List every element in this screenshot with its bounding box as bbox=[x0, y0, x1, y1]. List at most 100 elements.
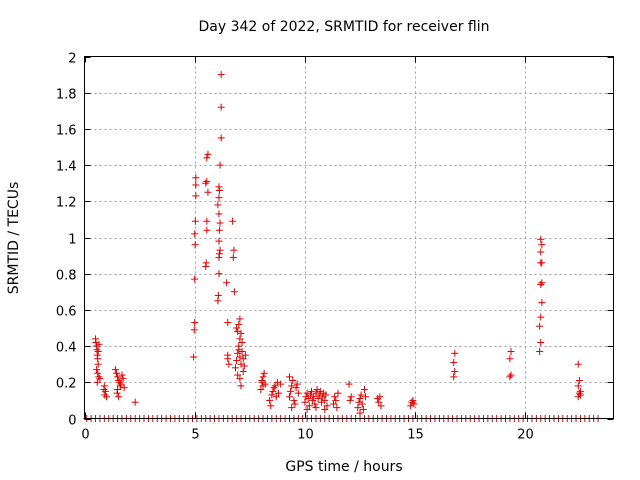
data-point bbox=[229, 217, 237, 225]
data-point bbox=[269, 387, 277, 395]
data-point bbox=[285, 373, 293, 381]
data-point bbox=[290, 396, 298, 404]
data-point bbox=[273, 378, 281, 386]
data-point bbox=[537, 338, 545, 346]
data-point bbox=[267, 402, 275, 410]
y-tick-label: 1.8 bbox=[56, 88, 77, 103]
data-point bbox=[314, 395, 322, 403]
data-point bbox=[345, 380, 353, 388]
data-point bbox=[330, 400, 338, 408]
data-point bbox=[537, 248, 545, 256]
data-point bbox=[238, 348, 246, 356]
data-point bbox=[257, 386, 265, 394]
data-point bbox=[237, 329, 245, 337]
data-point bbox=[323, 402, 331, 410]
data-point bbox=[355, 398, 363, 406]
data-point bbox=[333, 404, 341, 412]
data-point bbox=[203, 154, 211, 162]
data-point bbox=[192, 181, 200, 189]
data-point bbox=[94, 348, 102, 356]
data-point bbox=[115, 376, 123, 384]
data-point bbox=[216, 219, 224, 227]
data-point bbox=[215, 237, 223, 245]
data-point bbox=[266, 396, 274, 404]
data-point bbox=[204, 188, 212, 196]
data-point bbox=[114, 373, 122, 381]
data-point bbox=[101, 391, 109, 399]
data-point bbox=[236, 315, 244, 323]
data-point bbox=[96, 375, 104, 383]
data-point bbox=[356, 395, 364, 403]
data-point bbox=[359, 405, 367, 413]
data-point bbox=[313, 386, 321, 394]
data-point bbox=[94, 369, 102, 377]
data-point bbox=[536, 322, 544, 330]
data-point bbox=[217, 103, 225, 111]
x-axis-label: GPS time / hours bbox=[285, 459, 402, 475]
data-point bbox=[356, 409, 364, 417]
data-point bbox=[215, 194, 223, 202]
data-point bbox=[409, 396, 417, 404]
data-point bbox=[291, 400, 299, 408]
data-point bbox=[214, 291, 222, 299]
y-tick-label: 0.2 bbox=[56, 377, 77, 392]
data-point bbox=[230, 246, 238, 254]
data-point bbox=[241, 351, 249, 359]
x-tick-label: 5 bbox=[191, 428, 199, 443]
data-point bbox=[304, 395, 312, 403]
data-point bbox=[215, 183, 223, 191]
data-point bbox=[223, 279, 231, 287]
data-point bbox=[288, 382, 296, 390]
y-tick-label: 0 bbox=[68, 414, 76, 429]
data-point bbox=[190, 353, 198, 361]
y-tick-label: 1 bbox=[68, 233, 76, 248]
data-point bbox=[289, 376, 297, 384]
data-point bbox=[216, 246, 224, 254]
data-point bbox=[450, 358, 458, 366]
x-tick-label: 0 bbox=[81, 428, 89, 443]
data-point bbox=[270, 384, 278, 392]
grid bbox=[84, 56, 614, 419]
data-point bbox=[190, 326, 198, 334]
data-point bbox=[292, 384, 300, 392]
data-point bbox=[214, 201, 222, 209]
data-point bbox=[100, 386, 108, 394]
data-point bbox=[357, 391, 365, 399]
data-point bbox=[203, 177, 211, 185]
data-point bbox=[236, 335, 244, 343]
data-point bbox=[230, 288, 238, 296]
data-point bbox=[191, 319, 199, 327]
data-point bbox=[538, 241, 546, 249]
data-point bbox=[237, 382, 245, 390]
data-point bbox=[131, 398, 139, 406]
data-point bbox=[331, 393, 339, 401]
data-point bbox=[217, 134, 225, 142]
y-axis-label: SRMTID / TECUs bbox=[6, 182, 22, 295]
data-point bbox=[575, 376, 583, 384]
data-point bbox=[233, 357, 241, 365]
data-point bbox=[191, 230, 199, 238]
data-point bbox=[119, 375, 127, 383]
data-point bbox=[293, 380, 301, 388]
data-point bbox=[272, 393, 280, 401]
data-point bbox=[224, 351, 232, 359]
data-point bbox=[235, 346, 243, 354]
data-point bbox=[312, 404, 320, 412]
data-point bbox=[95, 373, 103, 381]
data-point bbox=[191, 275, 199, 283]
data-point bbox=[311, 400, 319, 408]
data-point bbox=[202, 259, 210, 267]
data-point bbox=[192, 192, 200, 200]
data-points bbox=[83, 71, 602, 422]
x-tick-label: 20 bbox=[517, 428, 534, 443]
data-point bbox=[536, 348, 544, 356]
data-point bbox=[538, 299, 546, 307]
data-point bbox=[285, 393, 293, 401]
data-point bbox=[192, 174, 200, 182]
data-point bbox=[575, 389, 583, 397]
data-point bbox=[117, 380, 125, 388]
data-point bbox=[537, 235, 545, 243]
y-tick-label: 0.6 bbox=[56, 305, 77, 320]
data-point bbox=[317, 398, 325, 406]
